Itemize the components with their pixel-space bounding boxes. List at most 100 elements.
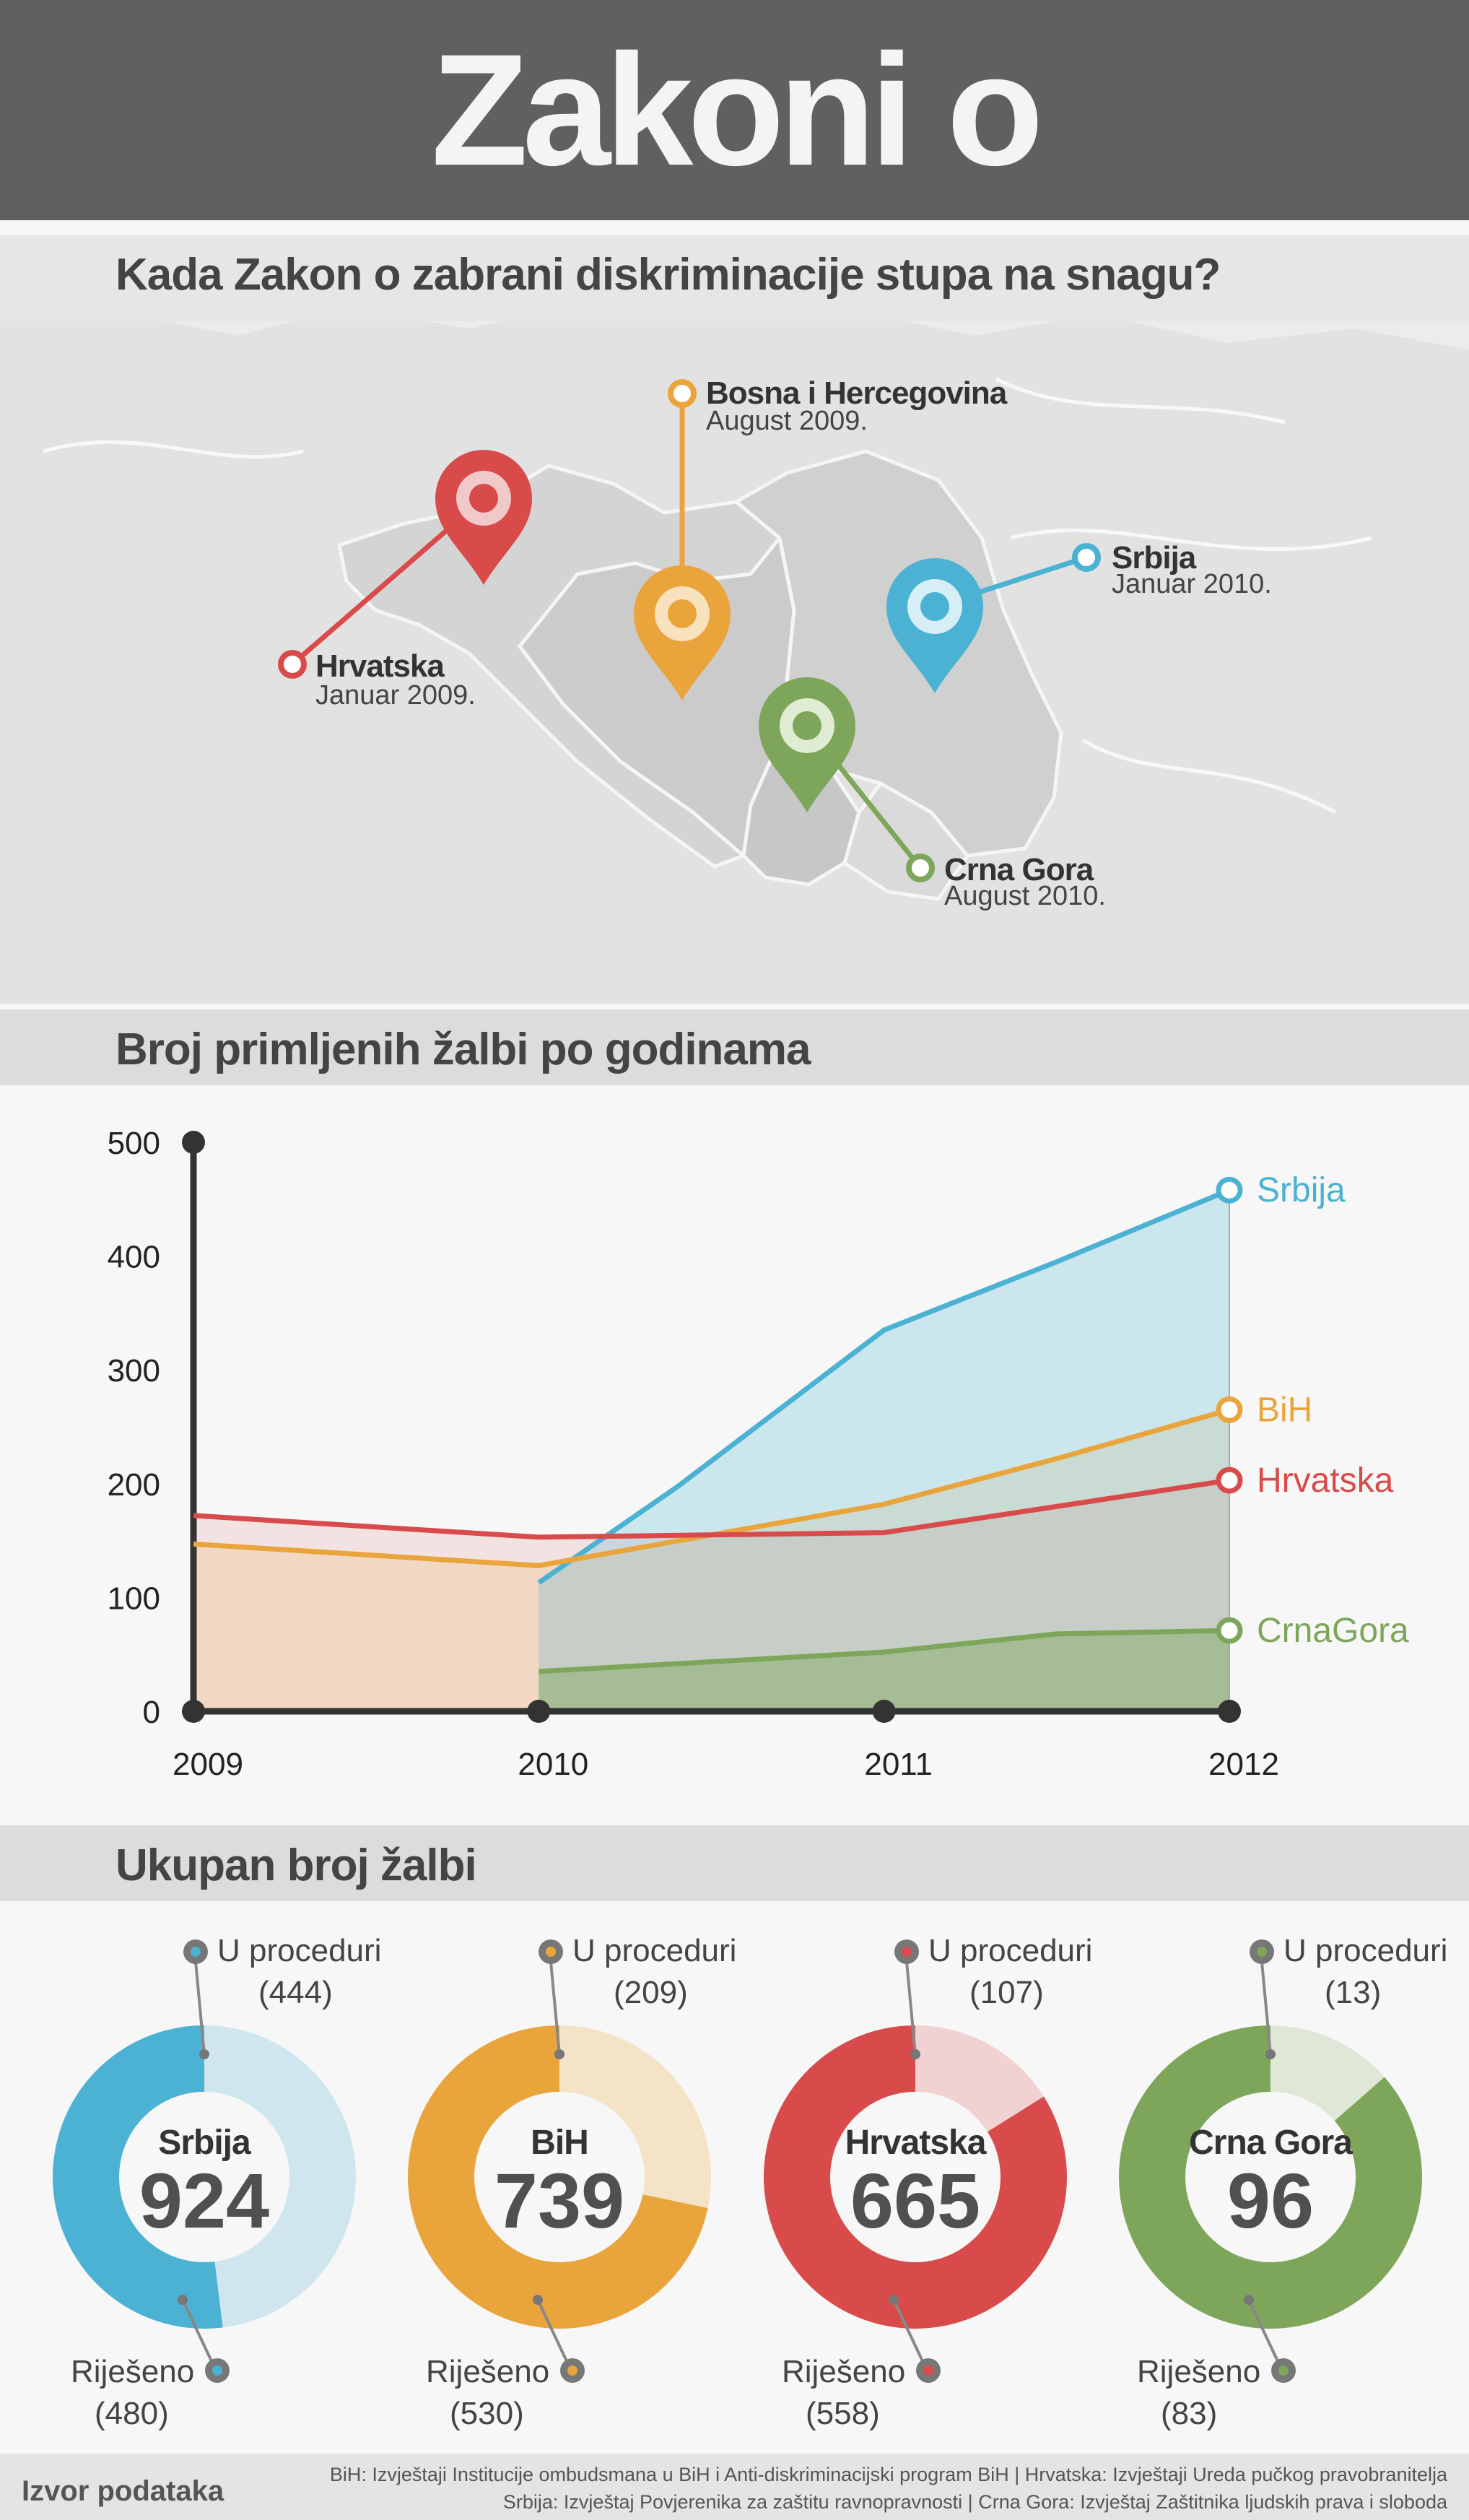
resolved-marker-inner	[567, 2365, 577, 2376]
y-tick-label: 100	[108, 1581, 160, 1616]
pin-bih	[634, 379, 731, 700]
resolved-marker-inner	[1278, 2365, 1289, 2376]
resolved-leader-dot	[533, 2295, 543, 2305]
series-label-srbija: Srbija	[1257, 1171, 1346, 1209]
pin-label-hrvatska: Hrvatska	[315, 648, 445, 684]
donut-center-name: Hrvatska	[845, 2124, 987, 2162]
procedure-marker	[183, 1939, 208, 1964]
resolved-leader-dot	[889, 2295, 899, 2305]
footer	[0, 2454, 1469, 2520]
resolved-count: (558)	[806, 2396, 880, 2431]
line-crnagora	[539, 1628, 1230, 1674]
pin-date-hrvatska: Januar 2009.	[315, 680, 476, 711]
donut-center-name: Srbija	[158, 2124, 250, 2162]
procedure-label: U proceduri	[572, 1933, 737, 1968]
donut-section-bar	[0, 1825, 1469, 1901]
resolved-marker	[1271, 2358, 1296, 2383]
x-tick-label: 2009	[173, 1747, 243, 1782]
x-tick-dot	[1218, 1700, 1241, 1723]
area-crnagora	[539, 1630, 1229, 1711]
source-label: Izvor podataka	[22, 2475, 225, 2507]
resolved-leader	[536, 2299, 568, 2362]
donut-center-total: 924	[139, 2157, 270, 2244]
resolved-label: Riješeno	[1137, 2354, 1261, 2389]
resolved-marker	[205, 2358, 230, 2383]
line-section-bar	[0, 1009, 1469, 1085]
slice-procedure	[915, 2025, 1044, 2132]
procedure-marker	[1250, 1939, 1274, 1964]
x-tick-dot	[872, 1700, 896, 1723]
procedure-marker-inner	[1257, 1947, 1267, 1957]
donut-center-name: Crna Gora	[1189, 2124, 1353, 2162]
procedure-count: (107)	[969, 1975, 1044, 2010]
resolved-leader	[1247, 2299, 1279, 2362]
map-pins	[278, 379, 1101, 882]
donut-center-total: 739	[494, 2157, 625, 2244]
procedure-label: U proceduri	[1283, 1933, 1448, 1968]
pin-date-bih: August 2009.	[706, 406, 868, 436]
point-bih	[1216, 1396, 1243, 1423]
procedure-leader-dot	[1265, 2049, 1276, 2059]
area-bih	[193, 1409, 1229, 1711]
resolved-marker	[560, 2358, 585, 2383]
y-tick-label: 0	[143, 1695, 160, 1730]
resolved-marker	[916, 2358, 941, 2383]
y-tick-label: 200	[108, 1467, 160, 1503]
map-area	[0, 235, 1469, 1004]
pin-hrvatska	[278, 450, 532, 679]
donut-section-title: Ukupan broj žalbi	[115, 1841, 477, 1890]
procedure-marker-inner	[546, 1947, 556, 1957]
x-tick-label: 2010	[518, 1747, 588, 1782]
resolved-label: Riješeno	[71, 2354, 195, 2389]
procedure-leader	[905, 1961, 917, 2055]
x-tick-dot	[527, 1700, 551, 1723]
resolved-count: (480)	[95, 2396, 169, 2431]
resolved-leader	[181, 2299, 213, 2362]
source-line-1: BiH: Izvještaji Institucije ombudsmana u…	[329, 2464, 1447, 2485]
pin-label-srbija: Srbija	[1112, 540, 1196, 575]
pin-crna-gora	[759, 677, 935, 882]
pin-date-srbija: Januar 2010.	[1112, 569, 1272, 599]
area-srbija	[539, 1190, 1229, 1711]
point-srbija	[1216, 1176, 1243, 1204]
procedure-label: U proceduri	[217, 1933, 382, 1968]
slice-procedure	[1270, 2025, 1385, 2121]
point-crnagora	[1216, 1617, 1243, 1644]
procedure-label: U proceduri	[928, 1933, 1093, 1968]
x-tick-label: 2011	[864, 1747, 933, 1782]
resolved-label: Riješeno	[426, 2354, 550, 2389]
point-hrvatska	[1216, 1467, 1243, 1494]
resolved-count: (530)	[450, 2396, 524, 2431]
procedure-leader-dot	[199, 2049, 209, 2059]
source-line-2: Srbija: Izvještaj Povjerenika za zaštitu…	[502, 2491, 1447, 2513]
pin-date-crna-gora: August 2010.	[944, 881, 1106, 911]
procedure-count: (444)	[258, 1975, 333, 2010]
resolved-leader-dot	[1244, 2295, 1254, 2305]
series-label-bih: BiH	[1257, 1391, 1312, 1429]
procedure-marker-inner	[191, 1947, 201, 1957]
pin-label-bih: Bosna i Hercegovina	[706, 375, 1007, 411]
procedure-leader	[1260, 1961, 1272, 2055]
resolved-label: Riješeno	[782, 2354, 906, 2389]
donut-center-total: 665	[850, 2157, 981, 2244]
series-label-hrvatska: Hrvatska	[1257, 1461, 1394, 1500]
procedure-count: (13)	[1325, 1975, 1382, 2010]
y-axis-top-dot	[182, 1131, 205, 1154]
procedure-count: (209)	[614, 1975, 688, 2010]
line-section-title: Broj primljenih žalbi po godinama	[115, 1025, 811, 1074]
resolved-marker-inner	[212, 2365, 222, 2376]
pin-label-crna-gora: Crna Gora	[944, 852, 1094, 887]
series-label-crnagora: CrnaGora	[1257, 1612, 1409, 1650]
donut-center-name: BiH	[531, 2124, 589, 2162]
donut-center-total: 96	[1226, 2157, 1315, 2244]
resolved-marker-inner	[923, 2365, 933, 2376]
pin-srbija	[886, 543, 1101, 693]
procedure-leader-dot	[554, 2049, 565, 2059]
procedure-marker	[894, 1939, 919, 1964]
line-hrvatska	[193, 1477, 1230, 1540]
area-hrvatska	[193, 1480, 1229, 1711]
y-tick-label: 300	[108, 1353, 160, 1389]
map-illustration	[0, 235, 1469, 1004]
procedure-marker-inner	[902, 1947, 912, 1957]
resolved-count: (83)	[1161, 2396, 1218, 2431]
